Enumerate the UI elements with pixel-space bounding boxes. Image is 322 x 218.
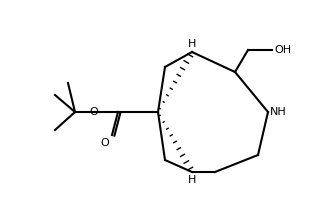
Text: H: H: [188, 175, 196, 185]
Text: H: H: [188, 39, 196, 49]
Text: OH: OH: [274, 45, 291, 55]
Text: NH: NH: [270, 107, 287, 117]
Text: O: O: [100, 138, 109, 148]
Text: O: O: [89, 107, 98, 117]
